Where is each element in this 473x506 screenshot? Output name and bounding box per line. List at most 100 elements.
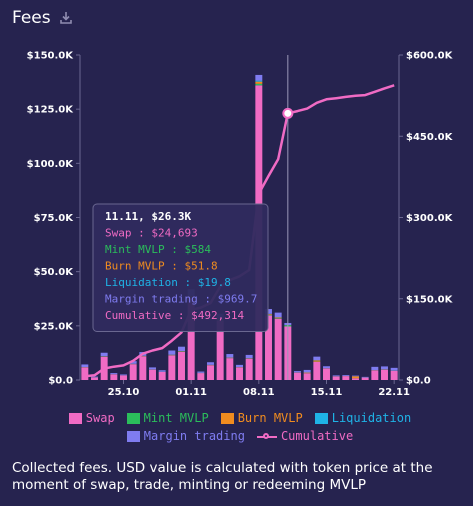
bar-margin-trading bbox=[332, 375, 340, 377]
legend-label: Mint MVLP bbox=[143, 411, 209, 425]
bar-swap bbox=[226, 358, 234, 380]
bar-margin-trading bbox=[91, 376, 98, 378]
tooltip-header: 11.11, $26.3K bbox=[105, 210, 191, 223]
y-left-tick-label: $125.0K bbox=[27, 105, 75, 116]
bar-burn-mvlp bbox=[274, 317, 282, 319]
bar-burn-mvlp bbox=[303, 372, 311, 374]
bar-swap bbox=[265, 315, 272, 380]
y-left-tick-label: $25.0K bbox=[34, 321, 75, 332]
bar-swap bbox=[313, 361, 321, 380]
y-right-tick-label: $300.0K bbox=[406, 213, 454, 224]
bar-swap bbox=[352, 378, 359, 380]
bar-swap bbox=[245, 358, 253, 380]
bar-swap bbox=[139, 356, 147, 380]
y-right-tick-label: $600.0K bbox=[406, 51, 454, 62]
bar-margin-trading bbox=[129, 361, 137, 364]
legend-swatch bbox=[314, 412, 328, 424]
bar-mint-mvlp bbox=[255, 83, 263, 86]
bar-swap bbox=[187, 297, 195, 380]
bar-margin-trading bbox=[352, 375, 359, 377]
bar-swap bbox=[236, 367, 243, 380]
legend-swatch bbox=[126, 430, 140, 442]
tooltip-row: Swap : $24,693 bbox=[105, 227, 198, 240]
bar-margin-trading bbox=[323, 366, 330, 369]
y-left-tick-label: $150.0K bbox=[27, 51, 75, 62]
bar-margin-trading bbox=[81, 364, 89, 368]
legend-item[interactable]: Burn MVLP bbox=[220, 410, 303, 426]
chart-header: Fees bbox=[12, 8, 73, 28]
bar-swap bbox=[294, 372, 301, 380]
bar-swap bbox=[129, 364, 137, 380]
chart-description: Collected fees. USD value is calculated … bbox=[12, 460, 433, 493]
legend-swatch bbox=[220, 412, 234, 424]
legend-label: Liquidation bbox=[331, 411, 412, 425]
legend-item[interactable]: Swap bbox=[68, 410, 115, 426]
legend-item[interactable]: Margin trading bbox=[126, 428, 245, 444]
legend-item[interactable]: Liquidation bbox=[314, 410, 412, 426]
y-right-tick-label: $0.0 bbox=[406, 376, 431, 387]
chart-title: Fees bbox=[12, 8, 51, 28]
bar-margin-trading bbox=[381, 366, 388, 370]
bar-margin-trading bbox=[110, 373, 118, 375]
tooltip-row: Burn MVLP : $51.8 bbox=[105, 260, 218, 273]
y-left-tick-label: $100.0K bbox=[27, 159, 75, 170]
bar-swap bbox=[158, 371, 166, 380]
bar-margin-trading bbox=[158, 370, 166, 372]
bar-swap bbox=[274, 318, 282, 380]
bar-margin-trading bbox=[168, 350, 176, 355]
bar-swap bbox=[303, 373, 311, 380]
x-tick-label: 01.11 bbox=[175, 387, 207, 398]
bar-margin-trading bbox=[294, 371, 301, 373]
bar-swap bbox=[91, 377, 98, 380]
bar-liquidation bbox=[255, 80, 263, 82]
bar-margin-trading bbox=[149, 367, 156, 370]
bar-margin-trading bbox=[207, 362, 214, 365]
y-left-tick-label: $50.0K bbox=[34, 267, 75, 278]
bar-margin-trading bbox=[120, 374, 127, 376]
tooltip: 11.11, $26.3K Swap : $24,693 Mint MVLP : $… bbox=[92, 203, 269, 332]
bar-margin-trading bbox=[342, 375, 350, 376]
x-tick-label: 15.11 bbox=[311, 387, 343, 398]
bar-swap bbox=[81, 367, 89, 380]
y-right-tick-label: $450.0K bbox=[406, 132, 454, 143]
tooltip-row: Liquidation : $19.8 bbox=[105, 276, 231, 289]
x-tick-label: 25.10 bbox=[108, 387, 140, 398]
bar-margin-trading bbox=[197, 371, 205, 373]
bar-margin-trading bbox=[245, 354, 253, 359]
x-tick-label: 22.11 bbox=[378, 387, 410, 398]
bar-margin-trading bbox=[255, 74, 263, 81]
bar-margin-trading bbox=[100, 352, 108, 357]
legend-label: Swap bbox=[85, 411, 115, 425]
legend-item[interactable]: Mint MVLP bbox=[126, 410, 209, 426]
bar-margin-trading bbox=[361, 376, 369, 378]
bar-swap bbox=[361, 377, 369, 380]
legend-label: Margin trading bbox=[143, 429, 245, 443]
bar-swap bbox=[120, 375, 127, 380]
legend-label: Burn MVLP bbox=[237, 411, 303, 425]
tooltip-row: Cumulative : $492,314 bbox=[105, 309, 244, 322]
y-left-tick-label: $75.0K bbox=[34, 213, 75, 224]
bar-swap bbox=[381, 369, 388, 380]
tooltip-box bbox=[92, 203, 269, 332]
fees-chart: $0.0 $25.0K $50.0K $75.0K $100.0K $125.0K $150… bbox=[27, 51, 454, 399]
legend-item[interactable]: Cumulative bbox=[256, 428, 354, 444]
bar-swap bbox=[149, 369, 156, 380]
chart-legend: Swap Mint MVLP Burn MVLP Liquidation Margin … bbox=[60, 410, 420, 444]
bar-swap bbox=[207, 365, 214, 380]
bar-margin-trading bbox=[274, 312, 282, 318]
bar-burn-mvlp bbox=[313, 360, 321, 362]
y-right-tick-label: $150.0K bbox=[406, 294, 454, 305]
bar-swap bbox=[216, 320, 224, 380]
legend-swatch bbox=[68, 412, 82, 424]
bar-swap bbox=[168, 355, 176, 380]
bar-margin-trading bbox=[390, 367, 398, 371]
legend-label: Cumulative bbox=[280, 429, 354, 443]
bar-margin-trading bbox=[371, 366, 379, 371]
download-icon[interactable] bbox=[59, 11, 73, 25]
bar-swap bbox=[342, 376, 350, 380]
bar-swap bbox=[197, 373, 205, 380]
tooltip-row: Margin trading : $969.7 bbox=[105, 293, 257, 306]
bar-burn-mvlp bbox=[352, 376, 359, 379]
bar-burn-mvlp bbox=[255, 81, 263, 84]
tooltip-row: Mint MVLP : $584 bbox=[105, 243, 211, 256]
